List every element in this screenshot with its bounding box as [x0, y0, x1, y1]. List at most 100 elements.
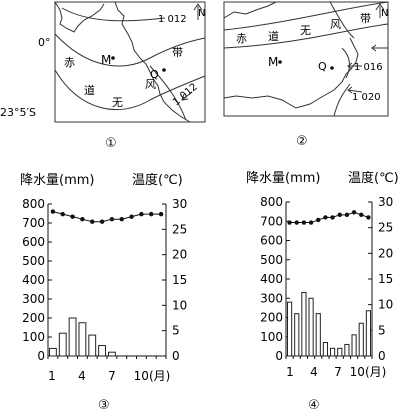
precip-bar: [301, 291, 307, 357]
temp-point: [323, 215, 328, 220]
temp-point: [90, 219, 95, 224]
precip-bar: [287, 301, 293, 357]
y-tick-label: 400: [22, 273, 45, 287]
isobar-1016-label: 1 016: [354, 62, 383, 73]
temp-point: [359, 212, 364, 218]
coastline-continent: [223, 37, 359, 109]
temp-point: [294, 220, 299, 225]
left-axis-title: 降水量(mm): [246, 171, 320, 186]
point-m-label: M: [268, 55, 278, 69]
y2-tick-label: 20: [378, 246, 393, 260]
y-tick-label: 400: [260, 272, 283, 286]
map-1-number: ①: [105, 136, 117, 151]
trade-wind-char-4: 风: [330, 18, 341, 31]
y2-tick-label: 10: [378, 298, 393, 312]
x-tick-label: 10(月): [350, 365, 387, 379]
temp-point: [50, 209, 56, 214]
precip-bar: [315, 313, 321, 357]
precip-bar: [344, 343, 350, 357]
trade-wind-char-5: 带: [360, 12, 371, 25]
y-tick-label: 600: [22, 235, 45, 249]
point-m-label: M: [101, 53, 111, 67]
precip-bar: [108, 351, 116, 357]
point-q-label: Q: [150, 68, 159, 81]
y2-tick-label: 15: [378, 272, 393, 286]
x-tick-label: 7: [108, 369, 116, 383]
temp-point: [158, 211, 164, 217]
x-tick-label: 10(月): [134, 369, 171, 383]
y2-tick-label: 20: [172, 248, 187, 262]
trade-wind-char-3: 无: [300, 24, 311, 37]
plot-area: 0 100 200 300 400 500 600 700 800 0 5 10 15 20 25 30: [260, 195, 393, 363]
north-label: N: [198, 8, 205, 19]
temp-point: [109, 217, 115, 222]
y-tick-label: 300: [260, 291, 283, 305]
temp-point: [351, 210, 357, 215]
y2-tick-label: 0: [172, 349, 180, 363]
y2-tick-label: 5: [172, 324, 180, 338]
trade-wind-char-1: 赤: [236, 32, 247, 45]
temp-point: [337, 212, 342, 218]
x-tick-label: 4: [310, 365, 318, 379]
y2-tick-label: 30: [378, 195, 393, 209]
precip-bar: [68, 317, 77, 357]
chart-4-number: ④: [308, 398, 320, 413]
trade-wind-char-2: 道: [84, 83, 95, 97]
map-2: N 1 016 1 020 M Q 赤 道 无 风 带: [223, 1, 389, 117]
right-axis-title: 温度(℃): [348, 170, 399, 186]
trade-wind-boundary-lower: [223, 23, 389, 49]
trade-wind-char-5: 带: [172, 46, 183, 59]
map-frame: [223, 1, 389, 117]
precip-bar: [337, 347, 343, 357]
y-tick-label: 200: [22, 311, 45, 325]
y-tick-label: 500: [260, 253, 283, 267]
y-tick-label: 300: [22, 292, 45, 306]
precip-bar: [330, 347, 336, 357]
precip-bar: [351, 334, 357, 357]
left-axis-title: 降水量(mm): [20, 173, 94, 188]
precip-bar: [358, 322, 364, 357]
temp-point: [308, 220, 314, 225]
x-tick-label: 4: [78, 369, 86, 383]
chart-3-number: ③: [98, 398, 110, 413]
arrow-wind: [181, 91, 193, 101]
precip-bar: [49, 347, 57, 357]
point-q: [162, 68, 166, 72]
x-axis-ticks: 1 4 7 10(月): [48, 369, 170, 383]
point-m: [111, 56, 115, 60]
trade-wind-char-4: 风: [145, 78, 156, 91]
north-label: N: [381, 8, 388, 19]
temp-point: [316, 217, 321, 223]
temp-line: [52, 211, 162, 223]
temp-point: [287, 220, 292, 225]
map-2-number: ②: [296, 134, 308, 149]
point-q: [330, 66, 334, 70]
isobar-1020-label: 1 020: [352, 92, 381, 103]
right-axis-title: 温度(℃): [132, 172, 183, 188]
climate-chart-4: 降水量(mm) 温度(℃) 01002003004005006007008000…: [246, 170, 399, 379]
precip-bar: [294, 313, 300, 357]
y-tick-label: 800: [260, 195, 283, 209]
lat-top-label: 0°: [38, 36, 51, 49]
y-tick-label: 800: [22, 197, 45, 211]
trade-wind-boundary-upper: [54, 33, 206, 67]
point-m: [278, 60, 282, 64]
temp-point: [344, 212, 350, 218]
y-tick-label: 700: [22, 216, 45, 230]
temp-point: [119, 217, 124, 222]
temp-point: [139, 211, 144, 217]
map-1: 0° 23°5′S N 1 012 1 012 M Q 赤 道 无 风 带: [0, 1, 206, 123]
temp-point: [80, 217, 85, 222]
arrow-north: [375, 3, 385, 18]
temp-point: [366, 215, 371, 220]
temp-point: [60, 211, 65, 217]
arrow-wind-1: [371, 44, 388, 52]
temp-point: [129, 214, 134, 219]
precip-bar: [78, 322, 87, 357]
map-frame: [54, 1, 206, 123]
y2-tick-label: 0: [378, 349, 386, 363]
trade-wind-boundary-upper: [223, 1, 389, 31]
y-tick-label: 100: [22, 330, 45, 344]
temp-line: [289, 211, 369, 224]
precip-bar: [365, 310, 372, 357]
